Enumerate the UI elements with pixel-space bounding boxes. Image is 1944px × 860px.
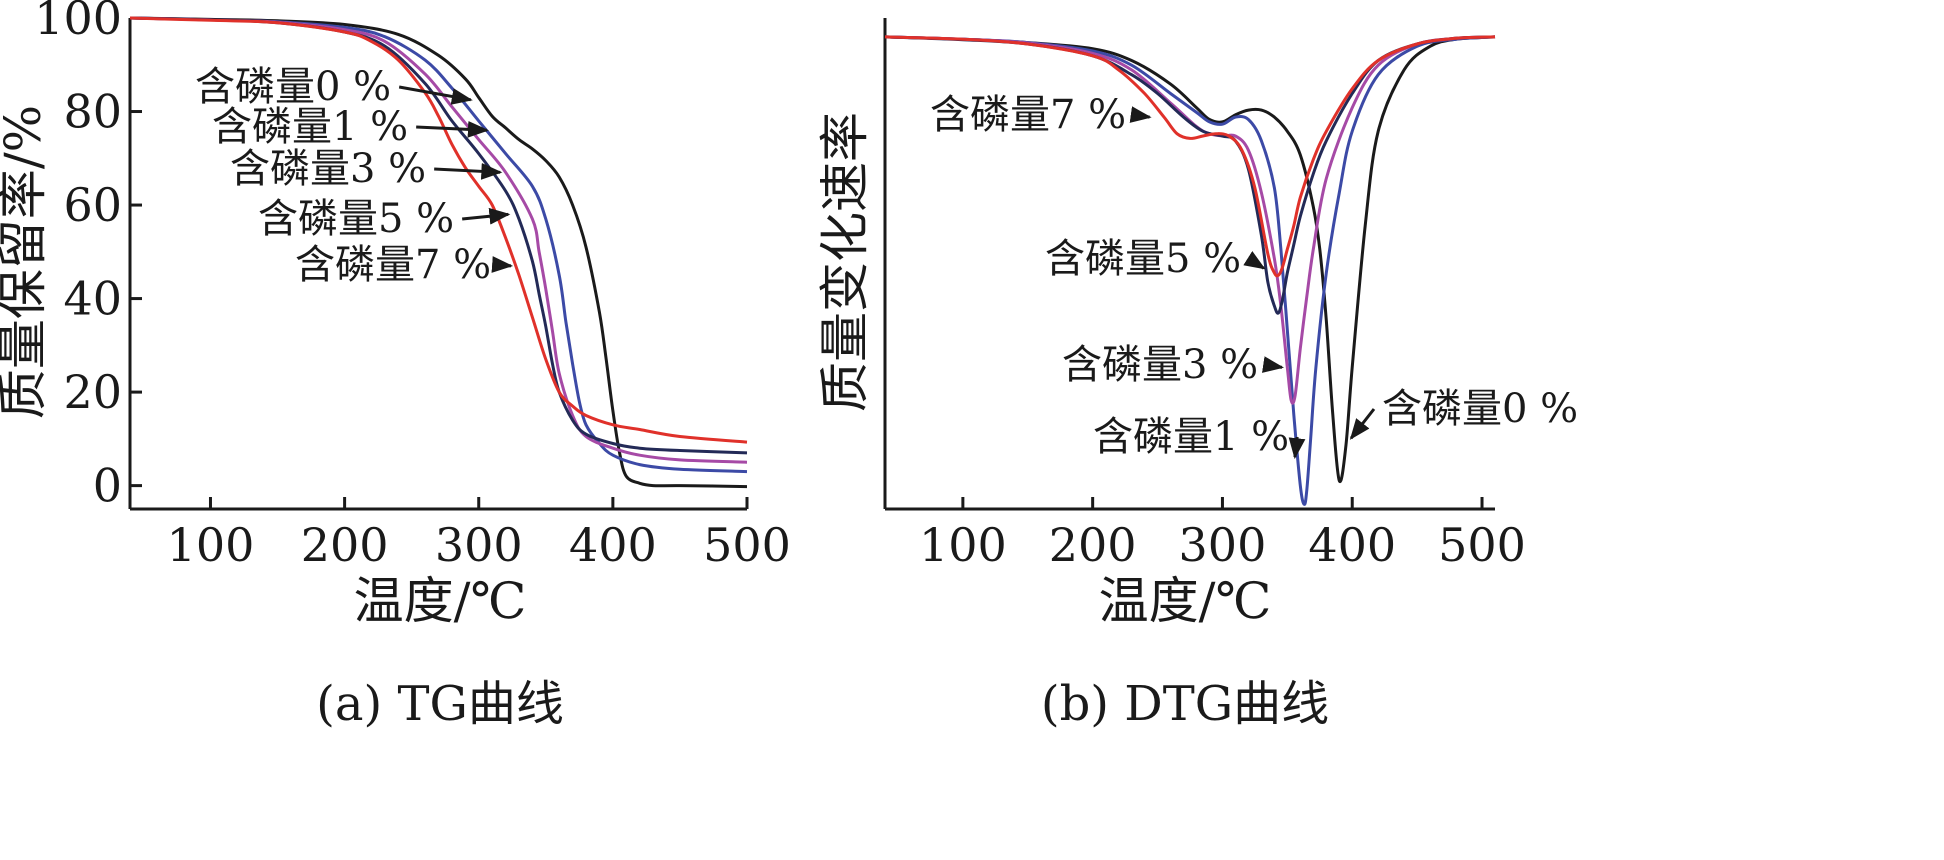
x-axis-label: 温度/℃ bbox=[1099, 572, 1272, 630]
annotation-label: 含磷量0 % bbox=[1382, 386, 1578, 432]
x-tick-label: 300 bbox=[1179, 518, 1267, 572]
y-tick-label: 40 bbox=[63, 272, 122, 326]
x-axis-label: 温度/℃ bbox=[354, 572, 527, 630]
annotation-label: 含磷量0 % bbox=[195, 64, 391, 110]
series-line-4 bbox=[884, 35, 1496, 278]
x-tick-label: 500 bbox=[703, 518, 791, 572]
annotation-arrow bbox=[1288, 436, 1306, 460]
chart-caption: (a) TG曲线 bbox=[316, 676, 564, 732]
annotation-arrow bbox=[462, 207, 511, 225]
x-tick-label: 200 bbox=[301, 518, 389, 572]
annotation-label: 含磷量3 % bbox=[230, 146, 426, 192]
annotation-label: 含磷量5 % bbox=[1045, 236, 1241, 282]
y-axis-label: 质量变化速率 bbox=[816, 112, 874, 412]
annotation-arrow bbox=[1243, 251, 1266, 270]
series-line-4 bbox=[129, 16, 748, 444]
series-line-1 bbox=[129, 16, 748, 474]
x-tick-label: 300 bbox=[435, 518, 523, 572]
series-line-0 bbox=[884, 35, 1496, 484]
annotation-arrow bbox=[434, 162, 503, 180]
annotation-arrow bbox=[1261, 356, 1285, 373]
series-line-3 bbox=[884, 35, 1496, 315]
x-tick-label: 200 bbox=[1049, 518, 1137, 572]
x-tick-label: 500 bbox=[1438, 518, 1526, 572]
annotation-label: 含磷量3 % bbox=[1062, 342, 1258, 388]
series-line-2 bbox=[129, 16, 748, 464]
chart-caption: (b) DTG曲线 bbox=[1041, 676, 1329, 732]
x-tick-label: 400 bbox=[1308, 518, 1396, 572]
y-axis-label: 质量保留率/% bbox=[0, 105, 52, 419]
annotation-arrow bbox=[491, 256, 514, 273]
annotation-arrow bbox=[416, 120, 489, 138]
annotation-arrow bbox=[1129, 106, 1152, 123]
y-tick-label: 60 bbox=[63, 178, 122, 232]
annotation-arrow bbox=[1349, 408, 1376, 440]
annotation-label: 含磷量5 % bbox=[258, 196, 454, 242]
annotation-arrow bbox=[398, 85, 473, 105]
y-tick-label: 20 bbox=[63, 365, 122, 419]
annotation-label: 含磷量1 % bbox=[212, 104, 408, 150]
x-tick-label: 100 bbox=[919, 518, 1007, 572]
y-tick-label: 0 bbox=[93, 459, 122, 513]
y-tick-label: 80 bbox=[63, 85, 122, 139]
annotation-label: 含磷量1 % bbox=[1093, 414, 1289, 460]
y-tick-label: 100 bbox=[34, 0, 122, 45]
annotation-label: 含磷量7 % bbox=[930, 92, 1126, 138]
annotation-label: 含磷量7 % bbox=[295, 242, 491, 288]
x-tick-label: 100 bbox=[167, 518, 255, 572]
series-line-0 bbox=[129, 16, 748, 489]
series-line-1 bbox=[884, 35, 1496, 506]
x-tick-label: 400 bbox=[569, 518, 657, 572]
